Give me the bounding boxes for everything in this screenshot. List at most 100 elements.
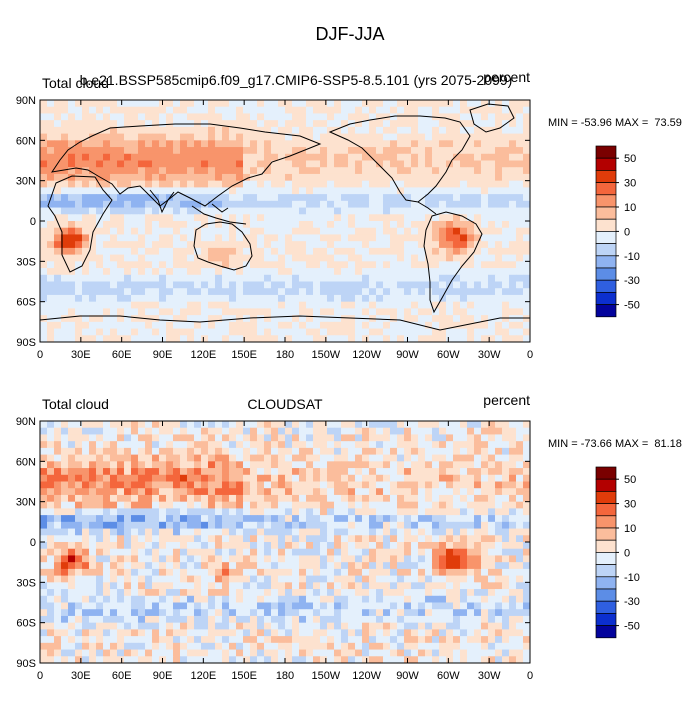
field-cell bbox=[54, 255, 61, 262]
field-cell bbox=[124, 181, 131, 188]
field-cell bbox=[257, 616, 264, 623]
field-cell bbox=[138, 154, 145, 161]
field-cell bbox=[474, 482, 481, 489]
field-cell bbox=[446, 295, 453, 302]
field-cell bbox=[411, 214, 418, 221]
field-cell bbox=[446, 434, 453, 441]
field-cell bbox=[75, 495, 82, 502]
field-cell bbox=[453, 522, 460, 529]
field-cell bbox=[124, 535, 131, 542]
field-cell bbox=[215, 629, 222, 636]
field-cell bbox=[222, 502, 229, 509]
field-cell bbox=[236, 609, 243, 616]
field-cell bbox=[61, 535, 68, 542]
field-cell bbox=[460, 335, 467, 342]
field-cell bbox=[306, 475, 313, 482]
colorbar-swatch bbox=[596, 244, 616, 256]
field-cell bbox=[47, 636, 54, 643]
field-cell bbox=[138, 167, 145, 174]
field-cell bbox=[369, 308, 376, 315]
field-cell bbox=[488, 174, 495, 181]
field-cell bbox=[117, 268, 124, 275]
field-cell bbox=[180, 167, 187, 174]
field-cell bbox=[334, 455, 341, 462]
field-cell bbox=[257, 455, 264, 462]
field-cell bbox=[131, 295, 138, 302]
field-cell bbox=[369, 147, 376, 154]
field-cell bbox=[488, 234, 495, 241]
field-cell bbox=[516, 255, 523, 262]
field-cell bbox=[243, 629, 250, 636]
field-cell bbox=[215, 549, 222, 556]
field-cell bbox=[285, 208, 292, 215]
field-cell bbox=[362, 502, 369, 509]
field-cell bbox=[47, 308, 54, 315]
field-cell bbox=[439, 322, 446, 329]
field-cell bbox=[124, 636, 131, 643]
colorbar-label: 0 bbox=[624, 226, 630, 238]
field-cell bbox=[404, 234, 411, 241]
field-cell bbox=[250, 167, 257, 174]
field-cell bbox=[390, 167, 397, 174]
field-cell bbox=[327, 515, 334, 522]
field-cell bbox=[355, 167, 362, 174]
field-cell bbox=[488, 134, 495, 141]
field-cell bbox=[68, 201, 75, 208]
field-cell bbox=[397, 120, 404, 127]
field-cell bbox=[159, 636, 166, 643]
field-cell bbox=[488, 468, 495, 475]
field-cell bbox=[376, 181, 383, 188]
field-cell bbox=[180, 100, 187, 107]
field-cell bbox=[215, 295, 222, 302]
field-cell bbox=[180, 441, 187, 448]
field-cell bbox=[341, 315, 348, 322]
field-cell bbox=[40, 428, 47, 435]
field-cell bbox=[278, 255, 285, 262]
field-cell bbox=[313, 201, 320, 208]
field-cell bbox=[110, 482, 117, 489]
field-cell bbox=[152, 181, 159, 188]
field-cell bbox=[446, 255, 453, 262]
field-cell bbox=[89, 542, 96, 549]
field-cell bbox=[432, 248, 439, 255]
field-cell bbox=[124, 100, 131, 107]
field-cell bbox=[264, 461, 271, 468]
field-cell bbox=[68, 428, 75, 435]
field-cell bbox=[502, 315, 509, 322]
field-cell bbox=[187, 468, 194, 475]
field-cell bbox=[271, 468, 278, 475]
field-cell bbox=[404, 582, 411, 589]
field-cell bbox=[236, 228, 243, 235]
field-cell bbox=[68, 502, 75, 509]
field-cell bbox=[320, 248, 327, 255]
field-cell bbox=[369, 268, 376, 275]
field-cell bbox=[54, 113, 61, 120]
field-cell bbox=[509, 482, 516, 489]
field-cell bbox=[411, 522, 418, 529]
field-cell bbox=[383, 629, 390, 636]
field-cell bbox=[68, 302, 75, 309]
field-cell bbox=[271, 596, 278, 603]
field-cell bbox=[152, 461, 159, 468]
field-cell bbox=[299, 569, 306, 576]
field-cell bbox=[516, 495, 523, 502]
field-cell bbox=[54, 468, 61, 475]
field-cell bbox=[404, 461, 411, 468]
field-cell bbox=[341, 562, 348, 569]
field-cell bbox=[229, 582, 236, 589]
field-cell bbox=[271, 555, 278, 562]
field-cell bbox=[411, 315, 418, 322]
field-cell bbox=[166, 107, 173, 114]
field-cell bbox=[362, 434, 369, 441]
field-cell bbox=[75, 535, 82, 542]
field-cell bbox=[425, 488, 432, 495]
field-cell bbox=[383, 508, 390, 515]
field-cell bbox=[215, 535, 222, 542]
field-cell bbox=[75, 643, 82, 650]
field-cell bbox=[75, 582, 82, 589]
field-cell bbox=[117, 569, 124, 576]
field-cell bbox=[229, 596, 236, 603]
field-cell bbox=[124, 629, 131, 636]
field-cell bbox=[348, 100, 355, 107]
field-cell bbox=[320, 167, 327, 174]
